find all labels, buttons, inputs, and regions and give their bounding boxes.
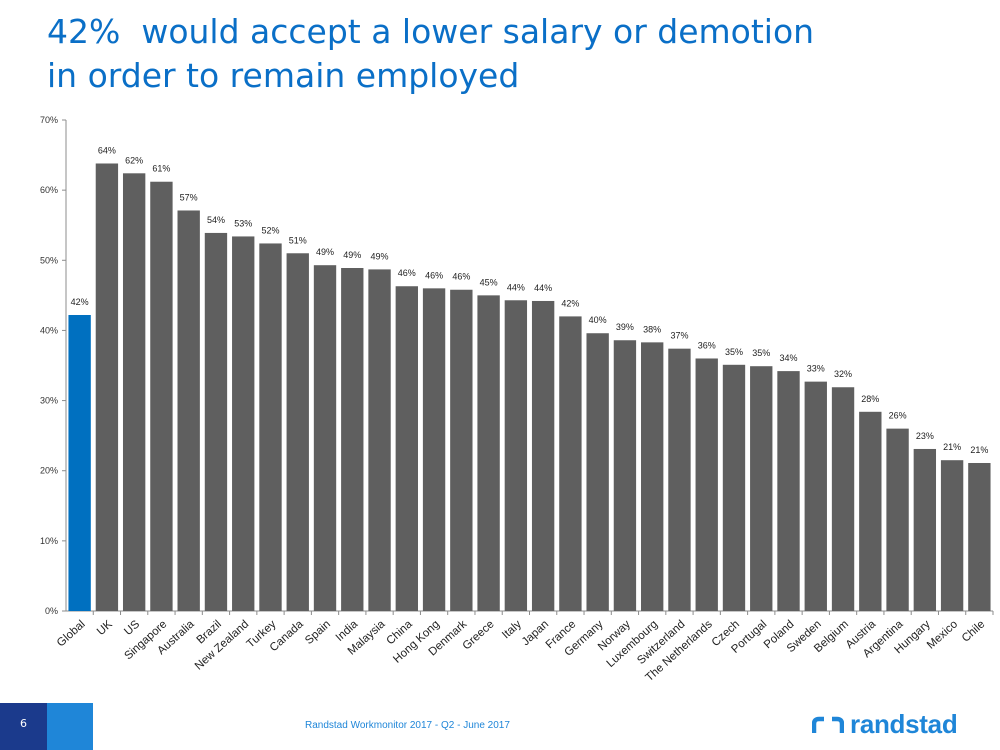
bar bbox=[559, 316, 582, 611]
footer-source: Randstad Workmonitor 2017 - Q2 - June 20… bbox=[305, 720, 510, 731]
bar bbox=[204, 232, 228, 611]
data-label: 49% bbox=[371, 251, 389, 261]
bar bbox=[804, 381, 827, 611]
bar bbox=[750, 366, 773, 611]
category-label: Spain bbox=[303, 618, 333, 647]
category-label: UK bbox=[95, 618, 115, 638]
data-label: 46% bbox=[425, 270, 443, 280]
bar bbox=[150, 181, 173, 611]
bar bbox=[286, 253, 309, 611]
bar bbox=[886, 428, 909, 611]
category-label: US bbox=[122, 618, 142, 638]
data-label: 49% bbox=[316, 247, 334, 257]
bar bbox=[422, 288, 446, 611]
data-label: 28% bbox=[861, 394, 879, 404]
data-label: 21% bbox=[970, 445, 988, 455]
category-label: Chile bbox=[960, 618, 988, 644]
bar bbox=[722, 364, 746, 611]
data-label: 53% bbox=[234, 218, 252, 228]
logo-text: randstad bbox=[850, 708, 958, 739]
bar bbox=[232, 236, 255, 612]
data-label: 21% bbox=[943, 442, 961, 452]
bar bbox=[450, 289, 473, 611]
data-label: 64% bbox=[98, 145, 116, 155]
data-label: 57% bbox=[180, 192, 198, 202]
data-label: 38% bbox=[643, 324, 661, 334]
data-label: 45% bbox=[480, 277, 498, 287]
bar bbox=[586, 333, 609, 611]
category-label: Global bbox=[55, 618, 88, 649]
bar bbox=[613, 340, 637, 611]
data-label: 34% bbox=[780, 353, 798, 363]
bar bbox=[122, 173, 146, 611]
bar-chart: 0% 10% 20% 30% 40% 50% 60% 70% 42% Global 64% UK 62%… bbox=[40, 115, 994, 684]
data-label: 52% bbox=[261, 225, 279, 235]
data-label: 26% bbox=[889, 411, 907, 421]
data-label: 37% bbox=[670, 331, 688, 341]
page-number: 6 bbox=[20, 717, 27, 730]
y-tick-label: 0% bbox=[45, 606, 58, 616]
data-label: 40% bbox=[589, 315, 607, 325]
bar bbox=[859, 411, 882, 611]
footer-accent-box bbox=[47, 703, 93, 750]
bar bbox=[777, 371, 800, 611]
y-tick-label: 10% bbox=[40, 536, 58, 546]
bar bbox=[68, 314, 91, 611]
y-tick-label: 50% bbox=[40, 255, 58, 265]
y-tick-label: 60% bbox=[40, 185, 58, 195]
data-label: 62% bbox=[125, 155, 143, 165]
data-label: 42% bbox=[71, 297, 89, 307]
bar bbox=[668, 348, 691, 611]
bar bbox=[368, 269, 391, 611]
footer-page-box bbox=[0, 703, 47, 750]
bar bbox=[177, 210, 200, 611]
bar bbox=[940, 460, 964, 611]
category-label: Greece bbox=[461, 618, 497, 652]
slide-title-line-1: 42% would accept a lower salary or demot… bbox=[47, 12, 815, 51]
slide-title: 42% would accept a lower salary or demot… bbox=[47, 10, 947, 98]
bar bbox=[695, 358, 718, 611]
bar bbox=[968, 462, 991, 611]
bar bbox=[913, 448, 937, 611]
data-label: 36% bbox=[698, 340, 716, 350]
data-label: 39% bbox=[616, 322, 634, 332]
y-tick-label: 70% bbox=[40, 115, 58, 125]
randstad-logo: randstad bbox=[812, 704, 958, 744]
slide-title-line-2: in order to remain employed bbox=[47, 56, 520, 95]
bar bbox=[831, 387, 855, 611]
data-label: 35% bbox=[752, 348, 770, 358]
data-label: 49% bbox=[343, 250, 361, 260]
data-label: 46% bbox=[398, 268, 416, 278]
bar bbox=[477, 295, 500, 611]
data-label: 54% bbox=[207, 215, 225, 225]
y-tick-label: 30% bbox=[40, 396, 58, 406]
data-label: 35% bbox=[725, 347, 743, 357]
y-tick-label: 40% bbox=[40, 325, 58, 335]
bar bbox=[259, 243, 282, 612]
bar bbox=[641, 342, 664, 611]
bar bbox=[395, 286, 418, 611]
bar bbox=[531, 300, 555, 611]
bar bbox=[504, 300, 528, 611]
data-label: 44% bbox=[534, 283, 552, 293]
bar bbox=[341, 268, 364, 611]
bar bbox=[313, 265, 337, 611]
data-label: 33% bbox=[807, 364, 825, 374]
data-label: 42% bbox=[561, 298, 579, 308]
y-tick-label: 20% bbox=[40, 466, 58, 476]
data-label: 61% bbox=[152, 164, 170, 174]
category-label: Mexico bbox=[925, 618, 960, 651]
data-label: 51% bbox=[289, 235, 307, 245]
data-label: 23% bbox=[916, 431, 934, 441]
data-label: 44% bbox=[507, 282, 525, 292]
data-label: 32% bbox=[834, 369, 852, 379]
randstad-logo-icon bbox=[812, 716, 844, 733]
data-label: 46% bbox=[452, 272, 470, 282]
bar bbox=[95, 163, 119, 611]
